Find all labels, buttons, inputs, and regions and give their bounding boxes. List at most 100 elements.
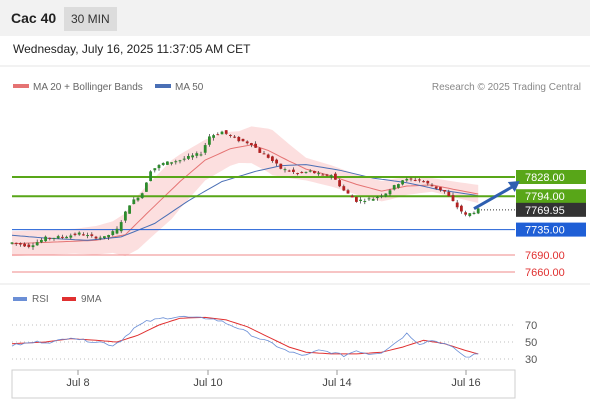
candle-body — [397, 184, 400, 188]
candle-body — [149, 171, 152, 182]
timeframe-button[interactable]: 30 MIN — [64, 7, 117, 31]
candle-body — [426, 180, 430, 184]
rsi-panel: 70 50 30 — [11, 315, 537, 366]
candle-body — [170, 162, 173, 164]
candle-body — [107, 235, 110, 238]
candle-body — [145, 182, 148, 192]
candle-body — [334, 173, 337, 180]
candle-body — [178, 160, 182, 162]
candle-body — [203, 145, 207, 153]
candle-body — [52, 237, 56, 239]
rsi-legend-swatch — [13, 297, 27, 301]
x-axis-box — [11, 369, 516, 399]
ma20-legend-label: MA 20 + Bollinger Bands — [33, 82, 143, 93]
forecast-overlay — [473, 181, 520, 210]
candle-body — [31, 245, 35, 248]
candle-body — [195, 153, 199, 156]
candle-body — [35, 242, 39, 246]
level-label-7660.00: 7660.00 — [525, 267, 565, 279]
x-tick-label: Jul 14 — [322, 377, 351, 389]
candle-body — [401, 180, 404, 185]
candle-body — [472, 212, 476, 214]
candle-body — [82, 234, 85, 236]
candle-body — [90, 234, 94, 236]
candle-body — [40, 239, 43, 243]
candle-body — [266, 154, 270, 158]
candle-body — [119, 222, 123, 232]
candle-body — [346, 190, 350, 194]
candle-body — [212, 135, 215, 138]
candle-body — [216, 134, 220, 136]
rsi-legend-label: RSI — [32, 294, 49, 305]
candle-body — [161, 163, 165, 165]
candle-body — [464, 212, 467, 215]
x-axis: Jul 8 Jul 10 Jul 14 Jul 16 — [11, 369, 516, 399]
price-levels: 7828.00 7794.00 7769.95 7735.00 7690.00 7660.… — [12, 170, 586, 279]
candle-body — [300, 172, 304, 174]
candle-body — [468, 213, 472, 216]
candle-body — [455, 202, 459, 208]
candle-body — [371, 199, 375, 201]
candle-body — [384, 193, 388, 197]
candle-body — [439, 187, 442, 191]
candle-body — [313, 170, 316, 174]
ma9-legend-swatch — [62, 297, 76, 301]
candle-body — [237, 137, 241, 142]
candle-body — [48, 237, 52, 239]
candle-body — [166, 161, 169, 165]
timestamp: Wednesday, July 16, 2025 11:37:05 AM CET — [13, 42, 251, 56]
candle-body — [258, 148, 262, 153]
level-tag-7769.95 — [516, 202, 586, 217]
candle-body — [451, 195, 455, 202]
x-tick-label: Jul 16 — [451, 377, 480, 389]
candle-body — [367, 198, 371, 200]
level-tag-7735.00 — [516, 222, 586, 237]
candle-body — [94, 236, 98, 239]
candle-body — [174, 161, 178, 163]
candle-body — [132, 199, 136, 205]
candle-body — [283, 169, 287, 171]
header-bar: Cac 40 30 MIN — [0, 0, 590, 36]
candle-body — [14, 242, 18, 244]
candle-body — [434, 186, 438, 189]
rsi-line — [11, 315, 479, 358]
candle-body — [233, 136, 236, 138]
candle-body — [296, 173, 299, 175]
candle-body — [254, 143, 257, 148]
ma50-line — [11, 164, 479, 241]
candle-body — [355, 196, 358, 202]
candle-body — [98, 237, 102, 239]
candle-body — [65, 236, 68, 239]
candle-body — [292, 169, 295, 172]
candle-body — [317, 173, 320, 175]
rsi-tick-50: 50 — [525, 337, 537, 349]
candle-body — [338, 180, 341, 187]
candle-body — [376, 196, 379, 199]
candle-body — [241, 138, 245, 142]
candle-body — [350, 195, 354, 198]
candle-body — [182, 158, 186, 160]
candle-body — [304, 171, 308, 173]
candle-body — [136, 197, 140, 201]
candle-body — [44, 236, 47, 242]
candle-body — [27, 244, 31, 247]
candlesticks — [10, 130, 480, 250]
candle-body — [111, 231, 115, 236]
candle-body — [224, 130, 228, 134]
copyright-credit: Research © 2025 Trading Central — [432, 82, 581, 93]
ma9-legend-label: 9MA — [81, 294, 102, 305]
x-tick-label: Jul 8 — [66, 377, 89, 389]
rsi-ma9-line — [11, 316, 479, 355]
ma50-legend-swatch — [155, 84, 171, 88]
rsi-tick-70: 70 — [525, 320, 537, 332]
candle-body — [115, 228, 119, 234]
candle-body — [388, 190, 392, 195]
candle-body — [153, 168, 157, 171]
candle-body — [271, 156, 274, 162]
candle-body — [128, 205, 131, 214]
level-label-7769.95: 7769.95 — [525, 205, 565, 217]
candle-body — [86, 235, 89, 237]
level-label-7690.00: 7690.00 — [525, 250, 565, 262]
